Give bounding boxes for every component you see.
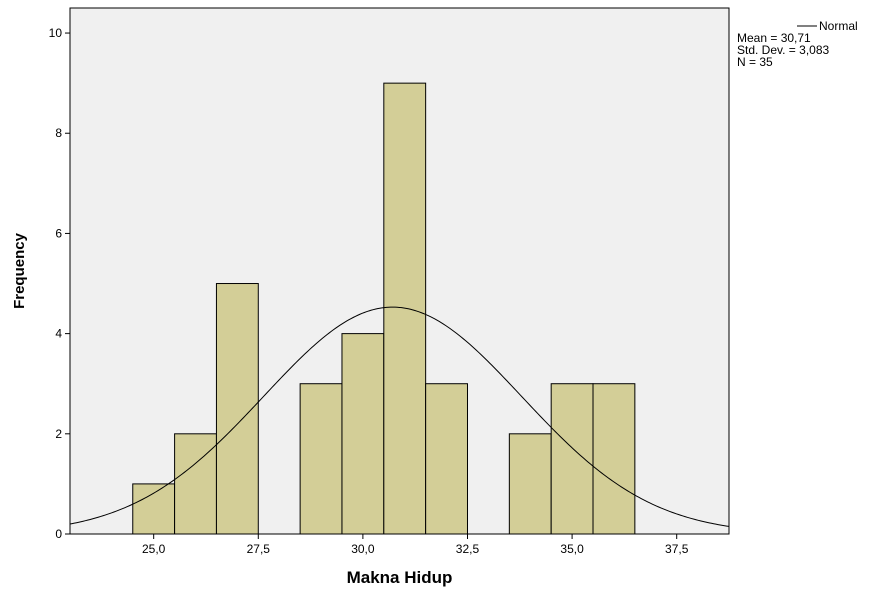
y-tick-label: 0 <box>55 527 62 541</box>
y-axis: 0 2 4 6 8 10 <box>49 26 70 541</box>
legend-std-dev: Std. Dev. = 3,083 <box>737 43 829 57</box>
histogram-bar <box>174 433 217 535</box>
histogram-bar <box>132 483 176 535</box>
histogram-bar <box>508 433 552 535</box>
legend-mean: Mean = 30,71 <box>737 31 811 45</box>
x-axis-title: Makna Hidup <box>347 568 453 587</box>
y-tick-label: 6 <box>55 226 62 240</box>
histogram-bar <box>299 383 343 535</box>
y-axis-title: Frequency <box>11 232 28 309</box>
x-axis: 25,0 27,5 30,0 32,5 35,0 37,5 <box>142 534 689 556</box>
histogram-bar <box>425 383 468 535</box>
y-tick-label: 2 <box>55 427 62 441</box>
y-tick-label: 10 <box>49 26 63 40</box>
x-tick-label: 25,0 <box>142 542 166 556</box>
y-tick-label: 4 <box>55 327 62 341</box>
x-tick-label: 30,0 <box>351 542 375 556</box>
legend-n: N = 35 <box>737 55 773 69</box>
x-tick-label: 37,5 <box>665 542 689 556</box>
normal-curve <box>69 306 730 527</box>
x-tick-label: 27,5 <box>247 542 271 556</box>
histogram-bar <box>592 383 636 535</box>
x-tick-label: 32,5 <box>456 542 480 556</box>
legend-normal-label: Normal <box>819 19 858 33</box>
histogram-bar <box>341 333 385 535</box>
legend: Normal Mean = 30,71 Std. Dev. = 3,083 N … <box>737 19 858 69</box>
x-tick-label: 35,0 <box>560 542 584 556</box>
bars-group <box>132 82 636 535</box>
histogram-bar <box>550 383 594 535</box>
y-tick-label: 8 <box>55 126 62 140</box>
